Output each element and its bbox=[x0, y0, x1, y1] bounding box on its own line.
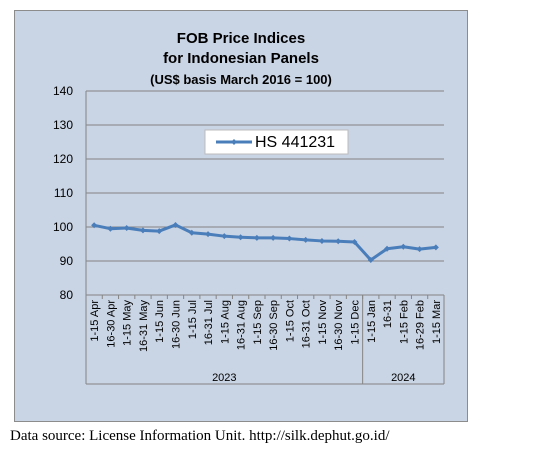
data-point bbox=[351, 238, 358, 245]
data-point bbox=[400, 243, 407, 250]
data-point bbox=[286, 235, 293, 242]
data-point bbox=[335, 238, 342, 245]
x-category-label: 1-15 Jun bbox=[154, 300, 166, 343]
data-point bbox=[123, 225, 130, 232]
data-point bbox=[367, 256, 374, 263]
x-category-label: 16-30 Apr bbox=[105, 300, 117, 348]
x-category-label: 16-31 Oct bbox=[301, 300, 313, 348]
y-tick-label: 120 bbox=[53, 152, 73, 166]
y-tick-label: 110 bbox=[54, 186, 73, 200]
x-category-label: 1-15 Apr bbox=[89, 300, 101, 342]
chart-subtitle: for Indonesian Panels bbox=[163, 50, 319, 67]
x-category-label: 1-15 Oct bbox=[284, 300, 296, 342]
year-group-label: 2023 bbox=[212, 372, 236, 384]
data-point bbox=[253, 234, 260, 241]
y-tick-label: 130 bbox=[53, 118, 73, 132]
year-group-label: 2024 bbox=[391, 372, 415, 384]
data-point bbox=[384, 245, 391, 252]
legend-marker bbox=[231, 139, 237, 145]
y-tick-label: 140 bbox=[53, 84, 73, 98]
data-point bbox=[91, 222, 98, 229]
data-point bbox=[188, 229, 195, 236]
x-category-label: 1-15 Aug bbox=[219, 300, 231, 344]
x-category-label: 1-15 Jan bbox=[366, 300, 378, 343]
y-tick-label: 90 bbox=[60, 254, 74, 268]
data-source-note: Data source: License Information Unit. h… bbox=[10, 428, 390, 444]
x-category-label: 16-31 Aug bbox=[236, 300, 248, 350]
data-point bbox=[156, 228, 163, 235]
x-category-label: 16-30 Jun bbox=[171, 300, 183, 349]
data-point bbox=[302, 236, 309, 243]
data-point bbox=[172, 221, 179, 228]
data-point bbox=[139, 227, 146, 234]
x-category-label: 16-30 Nov bbox=[333, 300, 345, 351]
data-point bbox=[318, 237, 325, 244]
data-point bbox=[432, 244, 439, 251]
chart-title: FOB Price Indices bbox=[176, 30, 306, 47]
x-category-label: 16-31 Jul bbox=[203, 300, 215, 345]
data-point bbox=[416, 246, 423, 253]
y-tick-label: 80 bbox=[60, 288, 74, 302]
x-category-label: 1-15 May bbox=[122, 300, 134, 346]
x-category-label: 1-15 Dec bbox=[350, 300, 362, 345]
x-category-label: 1-15 Sep bbox=[252, 300, 264, 345]
x-category-label: 16-29 Feb bbox=[415, 300, 427, 350]
x-category-label: 1-15 Jul bbox=[187, 300, 199, 339]
data-point bbox=[237, 234, 244, 241]
x-category-label: 16-30 Sep bbox=[268, 300, 280, 351]
chart-basis-note: (US$ basis March 2016 = 100) bbox=[150, 72, 332, 87]
x-category-label: 1-15 Mar bbox=[431, 300, 443, 344]
data-point bbox=[107, 225, 114, 232]
x-category-label: 1-15 Feb bbox=[398, 300, 410, 344]
x-category-label: 1-15 Nov bbox=[317, 300, 329, 345]
series-line bbox=[93, 223, 437, 262]
data-point bbox=[270, 234, 277, 241]
data-point bbox=[221, 233, 228, 240]
data-point bbox=[205, 231, 212, 238]
legend-label: HS 441231 bbox=[255, 134, 335, 151]
x-category-label: 16-31 bbox=[382, 300, 394, 328]
x-category-label: 16-31 May bbox=[138, 300, 150, 352]
y-tick-label: 100 bbox=[53, 220, 73, 234]
